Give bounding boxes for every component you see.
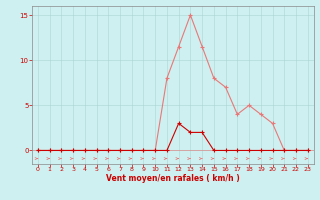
X-axis label: Vent moyen/en rafales ( km/h ): Vent moyen/en rafales ( km/h ) — [106, 174, 240, 183]
